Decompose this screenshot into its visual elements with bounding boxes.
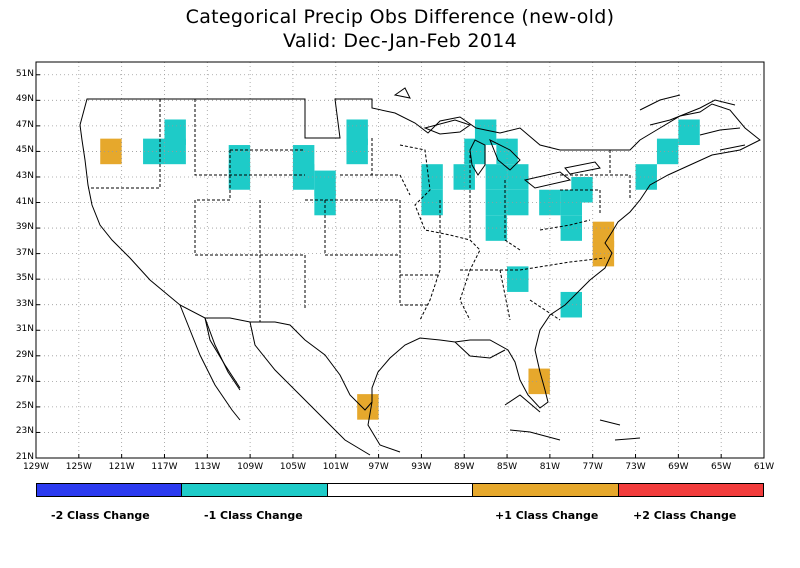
- grid-cell: [100, 138, 122, 165]
- grid-cell: [635, 164, 657, 190]
- lon-label: 93W: [411, 462, 432, 472]
- lon-label: 125W: [65, 462, 92, 472]
- map-frame: [35, 61, 765, 459]
- lat-label: 51N: [15, 68, 34, 79]
- grid-cell: [228, 145, 251, 171]
- lat-label: 35N: [15, 273, 34, 284]
- lat-label: 21N: [15, 452, 34, 462]
- axis-ticks: [35, 74, 765, 459]
- lat-label: 29N: [15, 349, 34, 360]
- map-title: Categorical Precip Obs Difference (new-o…: [185, 6, 615, 28]
- legend-swatch-plus1: [473, 484, 619, 496]
- lat-label: 49N: [15, 94, 34, 105]
- legend-swatch-minus1: [182, 484, 328, 496]
- legend-label-plus1: +1 Class Change: [495, 509, 599, 522]
- legend-colorbar: [36, 483, 764, 497]
- grid-cell: [164, 119, 186, 146]
- grid-cell: [314, 170, 336, 197]
- grid-cell: [507, 266, 529, 292]
- grid-cell: [496, 138, 518, 165]
- legend-label-minus2: -2 Class Change: [51, 509, 150, 522]
- legend-label-plus2: +2 Class Change: [633, 509, 737, 522]
- lon-label: 77W: [582, 462, 603, 472]
- lon-label: 129W: [22, 462, 50, 472]
- grid-cell: [560, 291, 582, 318]
- legend-swatch-minus2: [37, 484, 183, 496]
- lon-label: 85W: [496, 462, 518, 472]
- lat-label: 39N: [15, 222, 34, 233]
- grid-cell: [143, 138, 165, 165]
- lat-label: 33N: [15, 298, 34, 309]
- lon-label: 81W: [539, 462, 561, 472]
- lat-label: 43N: [15, 170, 34, 181]
- grid-cells: [100, 119, 700, 420]
- lon-label: 69W: [668, 462, 689, 472]
- lat-label: 31N: [15, 324, 34, 335]
- legend-swatch-plus2: [618, 484, 764, 496]
- lon-label: 117W: [151, 462, 178, 472]
- lon-label: 97W: [368, 462, 389, 472]
- lat-label: 23N: [15, 426, 34, 437]
- lat-label: 41N: [15, 196, 34, 207]
- lon-label: 101W: [322, 462, 349, 472]
- lon-label: 113W: [194, 462, 221, 472]
- grid-cell: [560, 215, 582, 241]
- lon-label: 109W: [237, 462, 264, 472]
- canada-coast: [393, 87, 746, 151]
- lon-label: 105W: [279, 462, 306, 472]
- grid-cell: [507, 164, 529, 190]
- grid-cell: [507, 189, 529, 216]
- mexico-coast: [204, 317, 641, 456]
- us-outline: [79, 98, 761, 411]
- lat-label: 47N: [15, 119, 34, 130]
- lat-label: 37N: [15, 247, 34, 258]
- grid-cell: [346, 119, 368, 146]
- legend-label-minus1: -1 Class Change: [204, 509, 303, 522]
- lat-label: 27N: [15, 375, 34, 386]
- grid-cell: [678, 119, 700, 146]
- us-state-outlines: [79, 87, 761, 456]
- lat-label: 45N: [15, 145, 34, 156]
- baja: [179, 304, 241, 421]
- lon-label: 89W: [454, 462, 475, 472]
- grid-cell: [292, 145, 315, 171]
- grid-cell: [528, 368, 550, 395]
- legend-swatch-none: [327, 484, 474, 496]
- great-lakes: [423, 119, 601, 189]
- state-lines: [88, 99, 631, 322]
- map-subtitle: Valid: Dec-Jan-Feb 2014: [283, 30, 517, 52]
- lon-label: 65W: [710, 462, 732, 472]
- lat-label: 25N: [15, 400, 34, 411]
- grid-cell: [656, 138, 679, 165]
- lon-label: 61W: [753, 462, 775, 472]
- lon-label: 121W: [108, 462, 135, 472]
- lon-label: 73W: [625, 462, 646, 472]
